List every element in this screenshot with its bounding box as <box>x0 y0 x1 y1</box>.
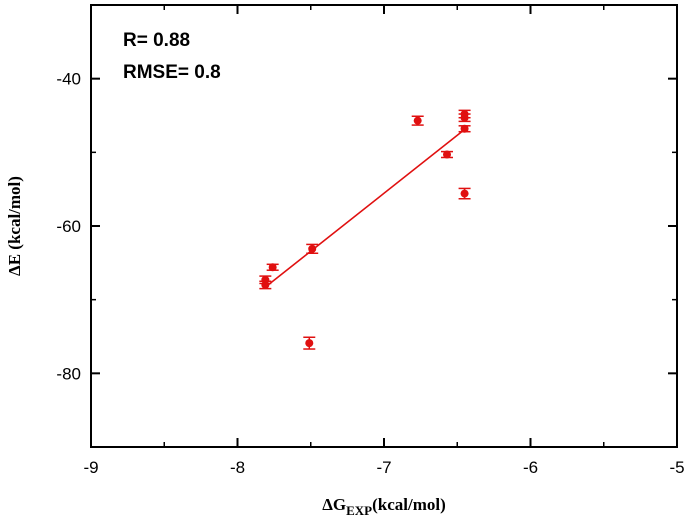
x-axis-title-main: ΔG <box>322 495 346 514</box>
x-tick-label: -5 <box>669 458 684 477</box>
data-point <box>442 150 451 159</box>
fit-line <box>264 128 466 288</box>
data-point <box>460 113 469 122</box>
x-tick-label: -7 <box>376 458 391 477</box>
x-axis-title-unit: (kcal/mol) <box>372 495 446 514</box>
y-tick-label: -40 <box>56 70 81 89</box>
data-point <box>261 280 270 289</box>
y-tick-label: -80 <box>56 364 81 383</box>
data-point <box>460 189 469 198</box>
fit-line-group <box>264 128 466 288</box>
data-point <box>308 244 317 253</box>
annotation-r: R= 0.88 <box>123 30 190 51</box>
data-points <box>259 109 471 350</box>
data-point <box>305 339 314 348</box>
x-tick-label: -8 <box>230 458 245 477</box>
data-point <box>460 124 469 133</box>
x-tick-label: -6 <box>523 458 538 477</box>
y-tick-label: -60 <box>56 217 81 236</box>
x-axis-title: ΔGEXP(kcal/mol) <box>322 495 446 518</box>
y-axis-title: ΔE (kcal/mol) <box>5 176 24 276</box>
axes: -9 -8 -7 -6 -5 -40 -60 -80 <box>56 4 685 477</box>
x-tick-label: -9 <box>83 458 98 477</box>
x-axis-title-sub: EXP <box>346 503 372 518</box>
data-point <box>268 263 277 272</box>
data-point <box>413 116 422 125</box>
annotation-rmse: RMSE= 0.8 <box>123 62 221 83</box>
